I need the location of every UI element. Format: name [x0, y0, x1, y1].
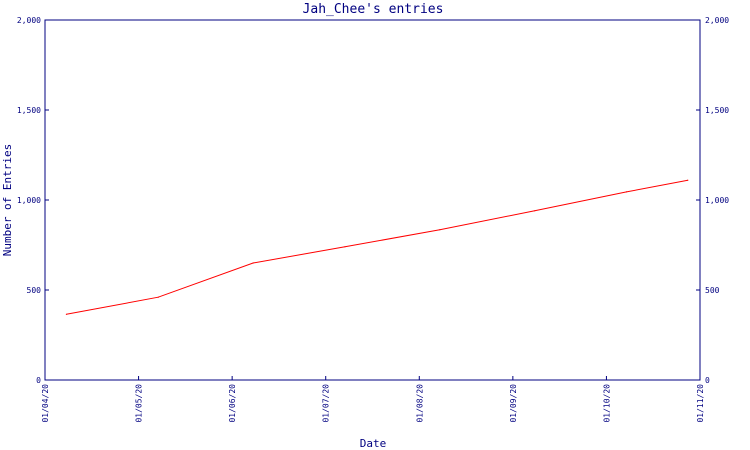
x-tick-label: 01/06/20 [228, 384, 237, 423]
y-axis-label: Number of Entries [1, 144, 14, 257]
y-tick-label-right: 1,500 [705, 106, 729, 115]
y-axis-right: 0 500 1,000 1,500 2,000 [696, 16, 729, 385]
y-axis-left: 0 500 1,000 1,500 2,000 [17, 16, 49, 385]
data-point [439, 229, 441, 231]
y-tick-label-left: 2,000 [17, 16, 41, 25]
y-tick-label-left: 1,500 [17, 106, 41, 115]
chart-title: Jah_Chee's entries [303, 2, 444, 17]
y-tick-label-right: 0 [705, 376, 710, 385]
data-point [687, 179, 689, 181]
y-tick-label-left: 500 [27, 286, 42, 295]
x-tick-label: 01/05/20 [135, 384, 144, 423]
x-tick-label: 01/04/20 [41, 384, 50, 423]
plot-area [44, 19, 701, 381]
x-axis-label: Date [360, 437, 387, 450]
data-point [534, 210, 536, 212]
x-tick-label: 01/08/20 [415, 384, 424, 423]
data-point [157, 296, 159, 298]
x-tick-label: 01/11/20 [696, 384, 705, 423]
y-tick-label-right: 500 [705, 286, 720, 295]
x-tick-label: 01/09/20 [509, 384, 518, 423]
y-tick-label-left: 0 [36, 376, 41, 385]
data-point [344, 246, 346, 248]
series-line [66, 179, 688, 315]
data-point [625, 191, 628, 193]
series-group [65, 179, 689, 315]
x-tick-label: 01/10/20 [602, 384, 611, 423]
y-tick-label-right: 2,000 [705, 16, 729, 25]
x-tick-label: 01/07/20 [322, 384, 331, 423]
data-point [65, 313, 68, 315]
y-tick-label-right: 1,000 [705, 196, 729, 205]
y-tick-label-left: 1,000 [17, 196, 41, 205]
data-point [252, 262, 254, 264]
x-axis: 01/04/20 01/05/20 01/06/20 01/07/20 01/08/20… [41, 376, 705, 423]
